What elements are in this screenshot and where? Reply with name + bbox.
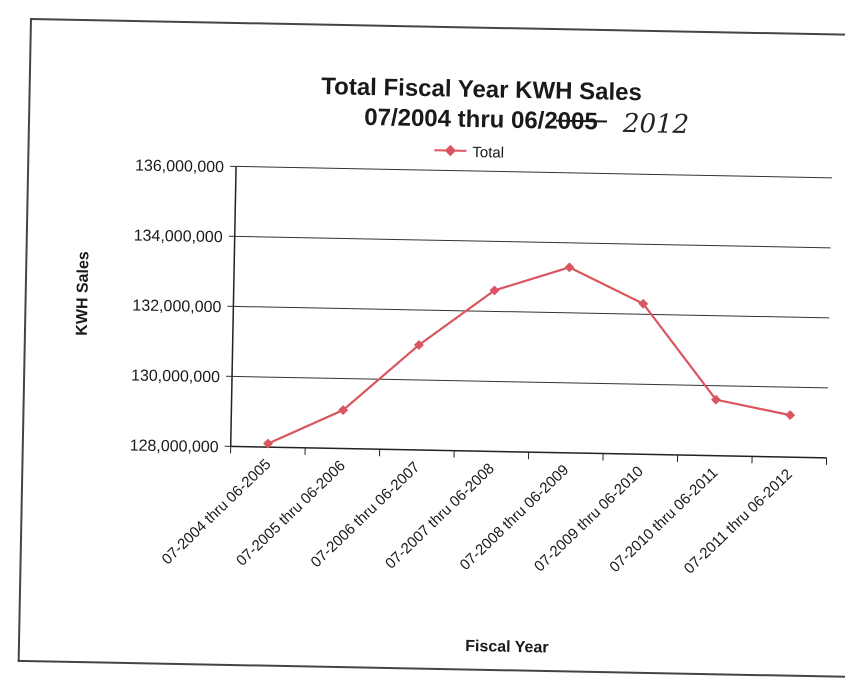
y-tick-label: 132,000,000 bbox=[132, 297, 221, 316]
y-tick-label: 136,000,000 bbox=[135, 157, 224, 176]
chart-legend: Total bbox=[434, 144, 504, 162]
gridline bbox=[236, 165, 832, 179]
data-point-marker bbox=[638, 298, 649, 309]
chart-subtitle: 07/2004 thru 06/2005 bbox=[364, 104, 598, 135]
subtitle-strikethrough bbox=[555, 119, 608, 123]
chart-title: Total Fiscal Year KWH Sales bbox=[321, 73, 642, 106]
gridline bbox=[232, 375, 828, 389]
series-line-total bbox=[267, 266, 791, 445]
data-point-marker bbox=[489, 285, 500, 296]
gridline bbox=[234, 235, 831, 249]
y-tick-label: 134,000,000 bbox=[134, 227, 223, 246]
y-tick-label: 128,000,000 bbox=[130, 437, 219, 456]
data-point-marker bbox=[564, 262, 575, 273]
y-axis-label: KWH Sales bbox=[74, 251, 93, 336]
y-tick-label: 130,000,000 bbox=[131, 367, 220, 386]
legend-swatch-marker bbox=[444, 144, 457, 157]
handwritten-year: 2012 bbox=[622, 109, 690, 140]
data-point-marker bbox=[413, 340, 424, 350]
data-point-marker bbox=[338, 405, 349, 415]
legend-label-total: Total bbox=[472, 144, 504, 162]
gridline bbox=[233, 305, 830, 319]
data-point-marker bbox=[263, 438, 273, 449]
data-point-marker bbox=[785, 410, 796, 421]
data-point-marker bbox=[710, 394, 721, 405]
x-axis-label: Fiscal Year bbox=[465, 638, 549, 657]
